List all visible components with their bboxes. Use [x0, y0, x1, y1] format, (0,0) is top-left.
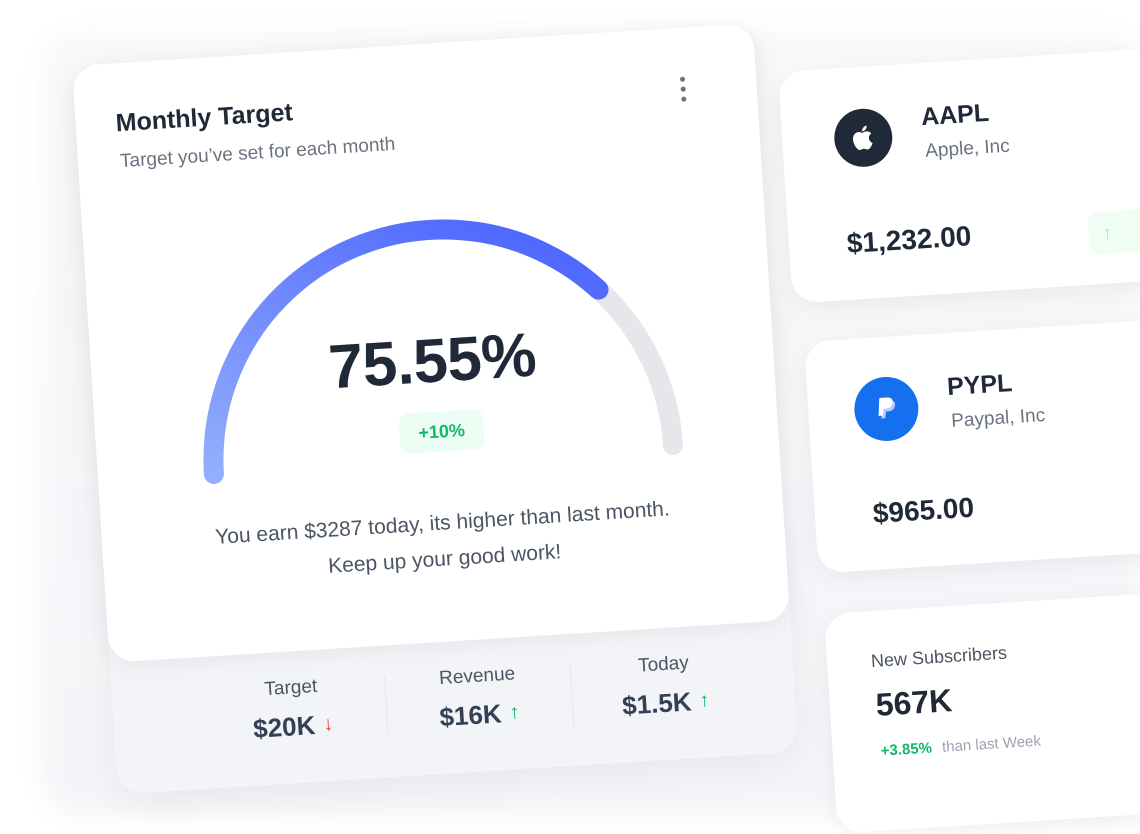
subscribers-change: +3.85% than last Week [880, 733, 1041, 760]
subscribers-label: New Subscribers [870, 642, 1008, 672]
card-subtitle: Target you’ve set for each month [119, 133, 396, 173]
monthly-target-widget: Monthly Target Target you’ve set for eac… [72, 23, 799, 795]
gauge-fill [203, 219, 609, 484]
stat-value: $20K [252, 710, 317, 744]
stock-price: $1,232.00 [845, 220, 973, 259]
stock-card-aapl[interactable]: AAPL Apple, Inc $1,232.00 ↑ [778, 48, 1140, 304]
stock-company: Paypal, Inc [950, 405, 1046, 432]
stock-company: Apple, Inc [924, 135, 1011, 162]
more-vertical-icon[interactable] [670, 71, 696, 106]
card-title: Monthly Target [114, 98, 294, 138]
progress-gauge [203, 219, 683, 484]
stat-label: Revenue [438, 663, 516, 690]
arrow-up-icon: ↑ [698, 689, 711, 712]
subscribers-card: New Subscribers 567K +3.85% than last We… [824, 590, 1140, 834]
subscribers-change-percent: +3.85% [880, 739, 933, 760]
stat-label: Today [637, 652, 690, 677]
arrow-down-icon: ↓ [322, 712, 334, 736]
subscribers-value: 567K [874, 682, 954, 723]
apple-logo-icon [832, 107, 895, 169]
monthly-target-card: Monthly Target Target you’ve set for eac… [72, 23, 791, 663]
arrow-up-icon: ↑ [508, 701, 521, 724]
change-badge: +10% [398, 408, 485, 455]
stat-target: Target $20K ↓ [197, 668, 389, 770]
stock-ticker: PYPL [946, 369, 1014, 402]
stat-today: Today $1.5K ↑ [569, 644, 761, 746]
stat-value: $16K [438, 698, 503, 733]
stock-card-pypl[interactable]: PYPL Paypal, Inc $965.00 [804, 318, 1140, 574]
paypal-logo-icon [852, 375, 921, 443]
stat-label: Target [263, 675, 318, 701]
arrow-up-icon: ↑ [1087, 208, 1140, 255]
stat-revenue: Revenue $16K ↑ [383, 656, 575, 758]
stock-price: $965.00 [871, 491, 975, 529]
subscribers-change-suffix: than last Week [941, 732, 1042, 756]
stock-ticker: AAPL [920, 98, 990, 132]
stat-value: $1.5K [621, 686, 693, 721]
